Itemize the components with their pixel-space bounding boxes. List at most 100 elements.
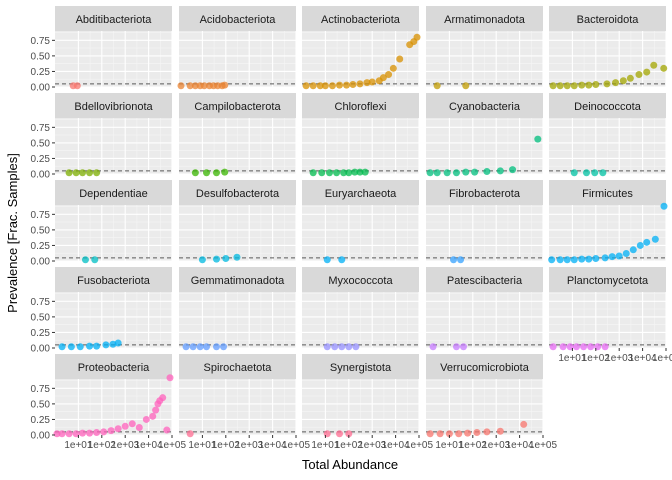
y-tick-label: 0.75 — [31, 297, 51, 308]
facet-strip — [426, 267, 543, 292]
data-point — [389, 64, 397, 72]
data-point — [203, 169, 211, 177]
facet-panel: Euryarchaeota — [302, 180, 420, 264]
x-tick-label: 1e+03 — [358, 440, 387, 451]
data-point — [585, 255, 593, 263]
data-point — [351, 168, 359, 176]
data-point — [331, 343, 339, 351]
data-point — [328, 82, 336, 90]
y-tick-label: 0.50 — [31, 138, 51, 149]
data-point — [149, 412, 157, 420]
facet-label: Desulfobacterota — [196, 188, 280, 200]
data-point — [462, 168, 470, 176]
data-point — [114, 339, 122, 347]
x-tick-label: 1e+04 — [629, 353, 658, 364]
data-point — [549, 82, 557, 90]
facet-label: Acidobacteriota — [200, 14, 277, 26]
data-point — [566, 343, 574, 351]
facet-label: Synergistota — [330, 362, 392, 374]
data-point — [636, 241, 644, 249]
x-tick-label: 1e+03 — [111, 440, 140, 451]
data-point — [585, 81, 593, 89]
facet-panel: Campilobacterota — [179, 93, 297, 177]
x-tick-label: 1e+02 — [212, 440, 241, 451]
data-point — [58, 430, 66, 438]
facet-strip — [55, 180, 172, 205]
data-point — [361, 168, 369, 176]
x-tick-label: 1e+05 — [158, 440, 187, 451]
facet-panel: Fibrobacterota — [426, 180, 544, 264]
data-point — [323, 343, 331, 351]
data-point — [462, 82, 470, 90]
data-point — [464, 429, 472, 437]
facet-strip — [302, 180, 419, 205]
data-point — [93, 429, 101, 437]
data-point — [452, 343, 460, 351]
data-point — [457, 256, 465, 264]
data-point — [599, 169, 607, 177]
y-tick-label: 0.00 — [31, 257, 51, 268]
facet-label: Chloroflexi — [335, 101, 387, 113]
data-point — [152, 406, 160, 414]
x-tick-label: 1e+05 — [282, 440, 311, 451]
x-axis-title: Total Abundance — [302, 457, 398, 472]
data-point — [450, 256, 458, 264]
data-point — [212, 343, 220, 351]
data-point — [166, 374, 174, 382]
data-point — [578, 81, 586, 89]
data-point — [356, 80, 364, 88]
facet-panel: Chloroflexi — [302, 93, 420, 177]
data-point — [309, 169, 317, 177]
facet-label: Fibrobacterota — [449, 188, 521, 200]
data-point — [650, 61, 658, 69]
data-point — [79, 429, 87, 437]
data-point — [93, 342, 101, 350]
facet-label: Myxococcota — [328, 275, 393, 287]
data-point — [594, 343, 602, 351]
facet-label: Deinococcota — [574, 101, 642, 113]
facet-panel: Actinobacteriota — [302, 6, 421, 90]
data-point — [660, 202, 668, 210]
data-point — [340, 169, 348, 177]
x-tick-label: 1e+02 — [582, 353, 611, 364]
y-tick-label: 0.00 — [31, 83, 51, 94]
facet-label: Cyanobacteria — [449, 101, 521, 113]
facet-label: Bdellovibrionota — [74, 101, 153, 113]
data-point — [220, 343, 228, 351]
data-point — [338, 256, 346, 264]
data-point — [186, 82, 194, 90]
data-point — [53, 430, 61, 438]
data-point — [592, 255, 600, 263]
data-point — [608, 253, 616, 261]
data-point — [436, 430, 444, 438]
data-point — [580, 343, 588, 351]
data-point — [221, 81, 229, 89]
data-point — [591, 169, 599, 177]
facet-panel: Abditibacteriota 0.00 0.25 0.50 0.75 — [31, 6, 173, 94]
y-tick-label: 0.25 — [31, 328, 51, 339]
data-point — [335, 430, 343, 438]
data-point — [135, 424, 143, 432]
facet-strip — [179, 267, 296, 292]
data-point — [426, 430, 434, 438]
data-point — [326, 169, 334, 177]
x-tick-label: 1e+04 — [259, 440, 288, 451]
data-point — [471, 168, 479, 176]
data-point — [615, 252, 623, 260]
data-point — [570, 169, 578, 177]
facet-label: Actinobacteriota — [321, 14, 401, 26]
facet-label: Proteobacteria — [78, 362, 150, 374]
data-point — [563, 82, 571, 90]
facet-label: Fusobacteriota — [77, 275, 151, 287]
data-point — [72, 430, 80, 438]
facet-strip — [302, 6, 419, 31]
data-point — [128, 420, 136, 428]
data-point — [335, 81, 343, 89]
y-tick-label: 0.50 — [31, 312, 51, 323]
facet-strip — [549, 93, 666, 118]
data-point — [67, 343, 75, 351]
data-point — [86, 169, 94, 177]
data-point — [356, 168, 364, 176]
